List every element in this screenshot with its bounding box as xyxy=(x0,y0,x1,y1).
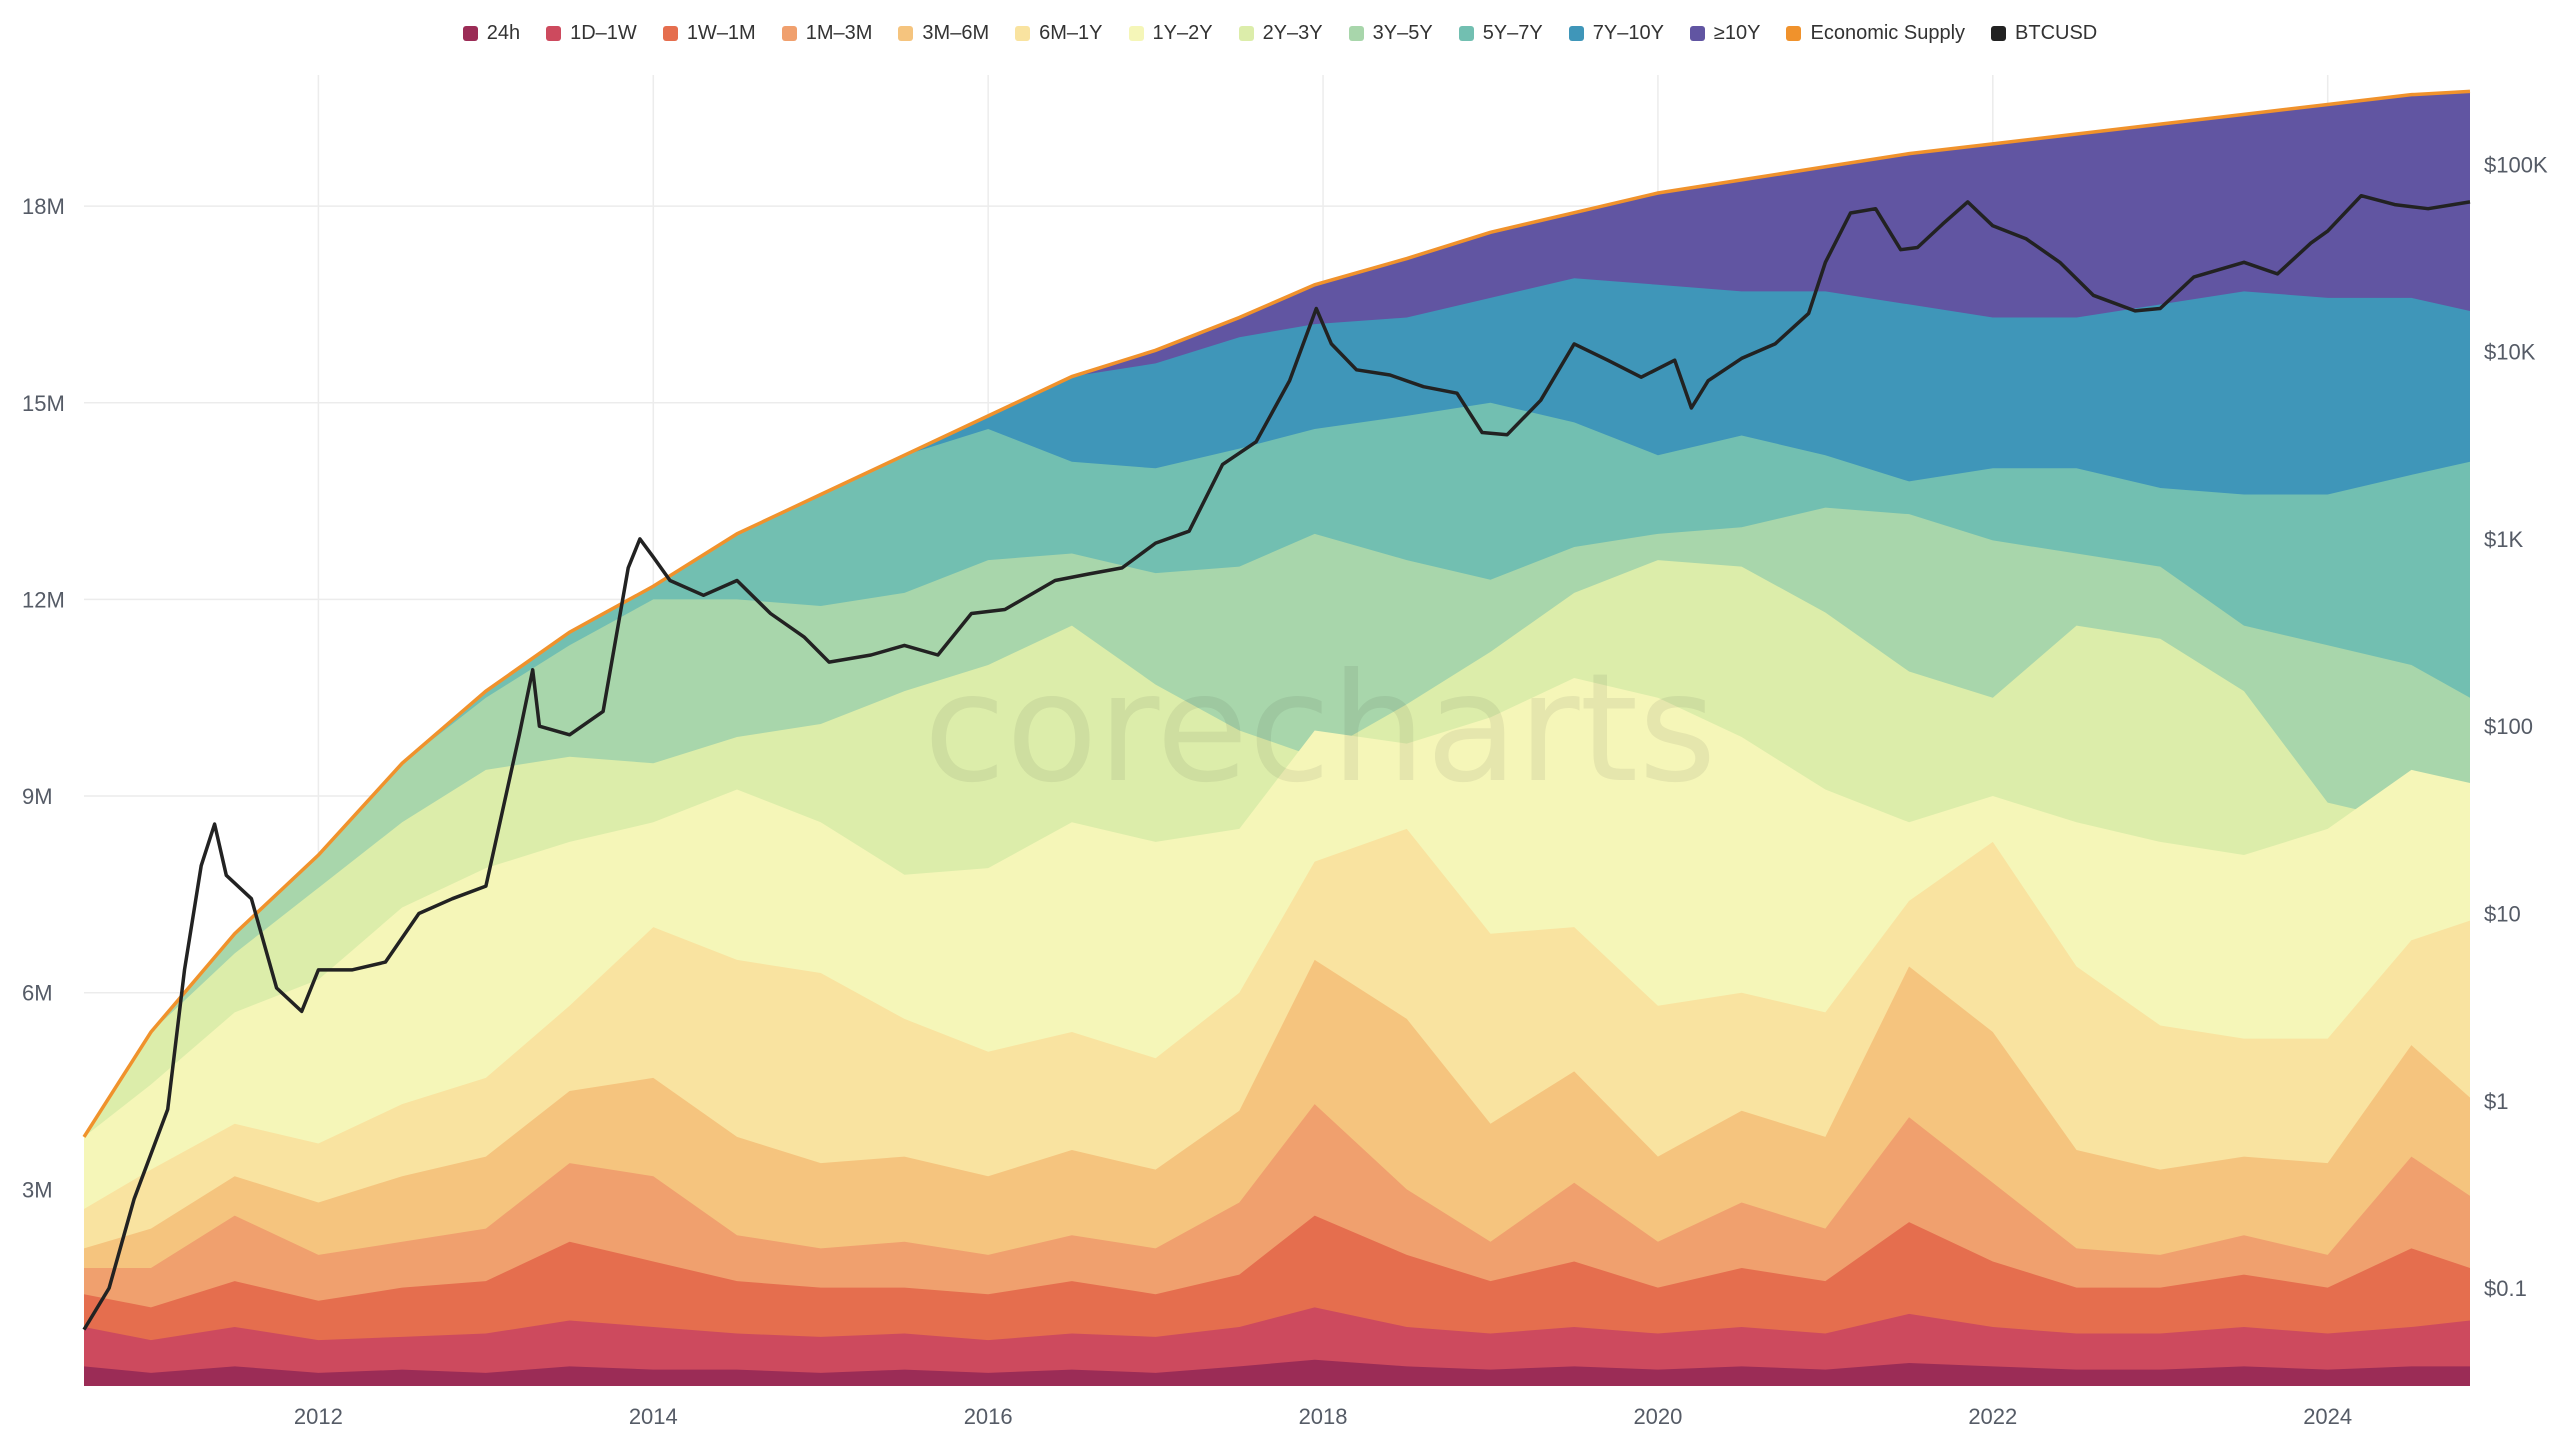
legend-item-6m-1y[interactable]: 6M–1Y xyxy=(1015,22,1103,45)
legend-label: 1Y–2Y xyxy=(1152,22,1213,44)
legend-label: 7Y–10Y xyxy=(1592,22,1664,44)
y2-tick-label: $100K xyxy=(2484,152,2548,177)
x-tick-label-2022: 2022 xyxy=(1968,1404,2017,1429)
legend-swatch xyxy=(1128,26,1144,41)
legend: 24h 1D–1W 1W–1M 1M–3M 3M–6M 6M–1Y 1Y–2Y 2Y–3Y 3Y… xyxy=(0,22,2560,45)
x-tick-label-2014: 2014 xyxy=(629,1404,678,1429)
legend-swatch xyxy=(1458,26,1474,41)
x-tick-label-2024: 2024 xyxy=(2303,1404,2352,1429)
legend-item-economic-supply[interactable]: Economic Supply xyxy=(1786,22,1965,45)
legend-swatch xyxy=(898,26,914,41)
legend-swatch xyxy=(662,26,678,41)
legend-label: 1M–3M xyxy=(805,22,873,44)
y-tick-label-9M: 9M xyxy=(22,784,53,809)
legend-label: 3M–6M xyxy=(922,22,990,44)
legend-item-1m-3m[interactable]: 1M–3M xyxy=(781,22,873,45)
y2-tick-label: $0.1 xyxy=(2484,1276,2527,1301)
legend-item-2y-3y[interactable]: 2Y–3Y xyxy=(1238,22,1323,45)
legend-item-1d-1w[interactable]: 1D–1W xyxy=(546,22,637,45)
legend-label: BTCUSD xyxy=(2015,22,2098,44)
y-tick-label-15M: 15M xyxy=(22,391,65,416)
legend-item-1y-2y[interactable]: 1Y–2Y xyxy=(1128,22,1213,45)
legend-item-1w-1m[interactable]: 1W–1M xyxy=(662,22,756,45)
area-24h xyxy=(84,1359,2470,1386)
x-tick-label-2012: 2012 xyxy=(294,1404,343,1429)
legend-label: 1W–1M xyxy=(686,22,756,44)
legend-swatch xyxy=(781,26,797,41)
legend-swatch xyxy=(1689,26,1705,41)
legend-swatch xyxy=(462,26,478,41)
y2-tick-label: $10K xyxy=(2484,340,2536,365)
legend-swatch xyxy=(1786,26,1802,41)
line-economic-supply xyxy=(82,89,2471,1138)
legend-item-btcusd[interactable]: BTCUSD xyxy=(1991,22,2097,45)
legend-item-3y-5y[interactable]: 3Y–5Y xyxy=(1348,22,1433,45)
legend-swatch xyxy=(1991,26,2007,41)
watermark: corecharts xyxy=(924,642,1717,816)
line-btcusd xyxy=(82,193,2471,1331)
legend-label: Economic Supply xyxy=(1810,22,1966,44)
legend-label: 24h xyxy=(486,22,521,44)
legend-swatch xyxy=(1015,26,1031,41)
y2-tick-label: $1 xyxy=(2484,1089,2508,1114)
legend-swatch xyxy=(1348,26,1364,41)
y-tick-label-3M: 3M xyxy=(22,1177,53,1202)
legend-item-3m-6m[interactable]: 3M–6M xyxy=(898,22,989,45)
y2-tick-label: $10 xyxy=(2484,902,2521,927)
legend-swatch xyxy=(1238,26,1254,41)
legend-item-5y-7y[interactable]: 5Y–7Y xyxy=(1458,22,1543,45)
legend-swatch xyxy=(546,26,562,41)
y-tick-label-6M: 6M xyxy=(22,981,53,1006)
legend-label: 2Y–3Y xyxy=(1262,22,1323,44)
y-tick-label-12M: 12M xyxy=(22,587,65,612)
legend-label: 5Y–7Y xyxy=(1482,22,1543,44)
legend-label: 3Y–5Y xyxy=(1372,22,1433,44)
legend-label: 1D–1W xyxy=(570,22,637,44)
legend-item-gte-10y[interactable]: ≥10Y xyxy=(1689,22,1761,45)
y2-tick-label: $1K xyxy=(2484,527,2523,552)
legend-label: ≥10Y xyxy=(1713,22,1761,44)
legend-item-24h[interactable]: 24h xyxy=(462,22,521,45)
y2-tick-label: $100 xyxy=(2484,714,2533,739)
y-tick-label-18M: 18M xyxy=(22,194,65,219)
legend-swatch xyxy=(1568,26,1584,41)
x-tick-label-2020: 2020 xyxy=(1633,1404,1682,1429)
legend-label: 6M–1Y xyxy=(1039,22,1103,44)
x-tick-label-2016: 2016 xyxy=(964,1404,1013,1429)
legend-item-7y-10y[interactable]: 7Y–10Y xyxy=(1568,22,1664,45)
x-tick-label-2018: 2018 xyxy=(1299,1404,1348,1429)
